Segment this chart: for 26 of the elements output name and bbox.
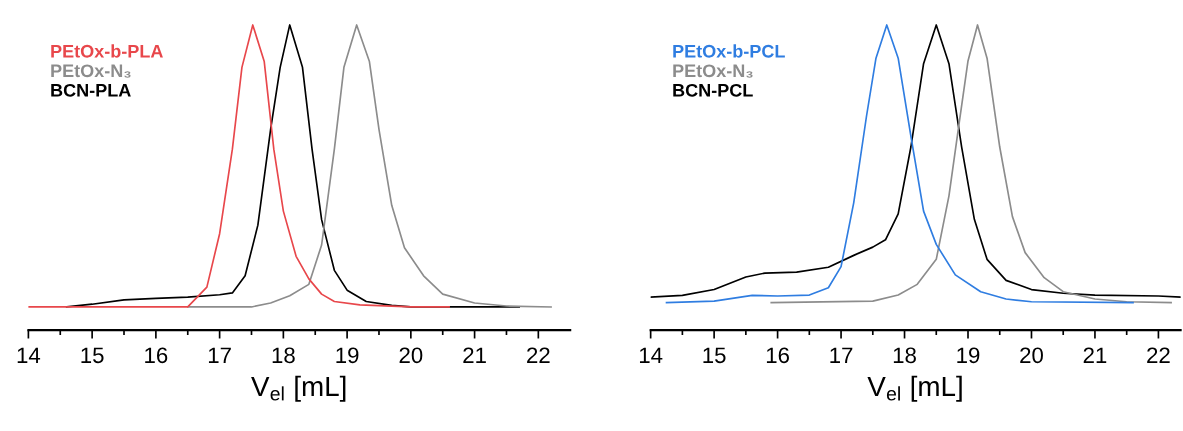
x-tick-label: 18 xyxy=(893,347,916,364)
x-tick-label: 16 xyxy=(766,347,789,364)
x-axis-title: V$_{el}$ [mL] xyxy=(867,375,962,402)
x-tick-label: 15 xyxy=(703,347,726,364)
x-tick-label: 20 xyxy=(399,347,423,364)
x-tick-label: 19 xyxy=(957,347,980,364)
x-tick-label: 21 xyxy=(463,347,486,363)
text: PEtOx-b-PCL xyxy=(673,44,785,58)
x-tick-label: 22 xyxy=(527,347,550,363)
x-tick-label: 20 xyxy=(1020,347,1043,364)
x-tick-label: 14 xyxy=(17,347,41,363)
x-tick-label: 15 xyxy=(81,347,104,364)
text: PEtOx-N₃ xyxy=(51,64,131,78)
x-tick-label: 17 xyxy=(208,347,231,363)
text: BCN-PLA xyxy=(51,83,131,97)
x-tick-label: 19 xyxy=(336,347,359,364)
text: PEtOx-b-PLA xyxy=(51,44,163,58)
x-tick-label: 16 xyxy=(145,347,168,364)
text: BCN-PCL xyxy=(673,83,753,97)
x-tick-label: 14 xyxy=(639,347,663,363)
x-tick-label: 21 xyxy=(1083,347,1107,363)
x-axis-title: V$_{el}$ [mL] xyxy=(251,375,346,402)
x-tick-label: 18 xyxy=(272,347,295,364)
text: PEtOx-N₃ xyxy=(673,64,753,78)
x-tick-label: 22 xyxy=(1147,347,1170,363)
x-tick-label: 17 xyxy=(830,347,853,363)
